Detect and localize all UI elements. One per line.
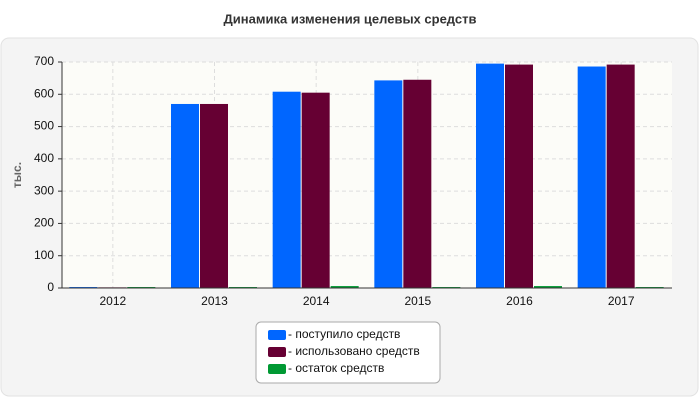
- legend-swatch: [268, 364, 286, 374]
- y-tick-label: 700: [34, 54, 54, 68]
- chart-title: Динамика изменения целевых средств: [224, 11, 477, 26]
- legend-label: - использовано средств: [288, 344, 420, 358]
- bar: [577, 66, 606, 289]
- x-tick-label: 2012: [99, 294, 126, 308]
- y-tick-label: 100: [34, 248, 54, 262]
- x-tick-label: 2015: [404, 294, 431, 308]
- y-tick-label: 0: [47, 280, 54, 294]
- y-tick-label: 600: [34, 86, 54, 100]
- bar: [374, 80, 403, 288]
- x-tick-label: 2016: [506, 294, 533, 308]
- y-tick-label: 300: [34, 183, 54, 197]
- legend-label: - поступило средств: [288, 327, 400, 341]
- bar: [403, 79, 432, 288]
- y-tick-label: 500: [34, 119, 54, 133]
- y-tick-label: 400: [34, 151, 54, 165]
- bar: [200, 103, 228, 288]
- bar: [301, 92, 330, 289]
- bar: [476, 63, 504, 288]
- legend: [255, 321, 441, 384]
- legend-swatch: [268, 330, 286, 340]
- legend-swatch: [268, 347, 286, 357]
- legend-label: - остаток средств: [288, 361, 384, 375]
- bar: [171, 103, 199, 288]
- plot-area: [62, 62, 672, 288]
- x-tick-label: 2013: [201, 294, 228, 308]
- bar: [272, 91, 301, 289]
- bar: [505, 64, 533, 288]
- bar: [606, 64, 635, 288]
- x-tick-label: 2014: [303, 294, 330, 308]
- y-tick-label: 200: [34, 216, 54, 230]
- bar: [330, 286, 359, 288]
- bar: [534, 286, 562, 288]
- y-axis-label: тыс.: [10, 162, 24, 188]
- x-tick-label: 2017: [608, 294, 635, 308]
